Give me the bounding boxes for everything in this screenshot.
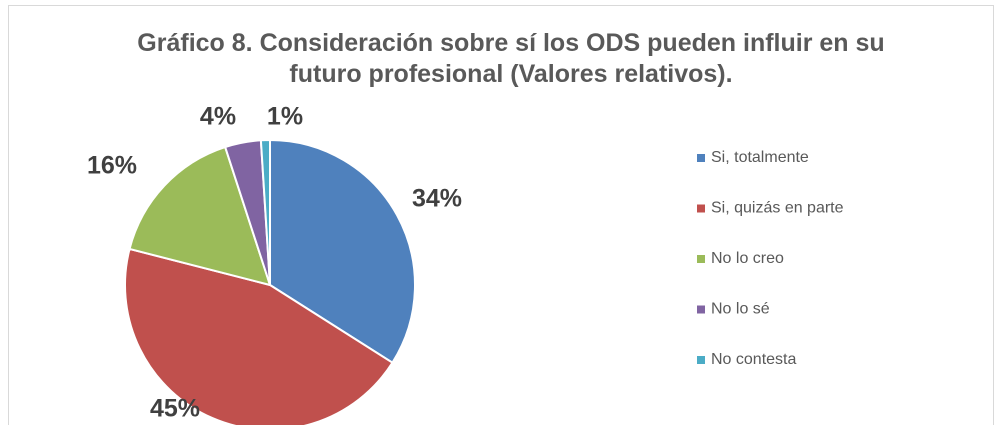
data-label: 16% <box>87 152 137 180</box>
legend-swatch <box>697 154 705 162</box>
data-label: 4% <box>200 103 236 131</box>
data-label: 45% <box>150 395 200 423</box>
legend-label: No lo sé <box>711 301 770 318</box>
legend-swatch <box>697 356 705 364</box>
pie-slice <box>128 145 272 287</box>
pie-slice <box>259 138 271 286</box>
pie-slice <box>124 247 394 425</box>
data-label: 1% <box>267 103 303 131</box>
legend-swatch <box>697 204 705 213</box>
legend-label: No contesta <box>711 351 796 368</box>
legend-label: No lo creo <box>711 250 784 267</box>
chart-frame <box>8 5 994 425</box>
legend-swatch <box>697 305 705 314</box>
legend-label: Si, quizás en parte <box>711 200 844 217</box>
data-label: 34% <box>412 185 462 213</box>
chart-title: Gráfico 8. Consideración sobre sí los OD… <box>137 29 885 88</box>
legend-label: Si, totalmente <box>711 149 809 166</box>
legend-swatch <box>697 255 705 263</box>
